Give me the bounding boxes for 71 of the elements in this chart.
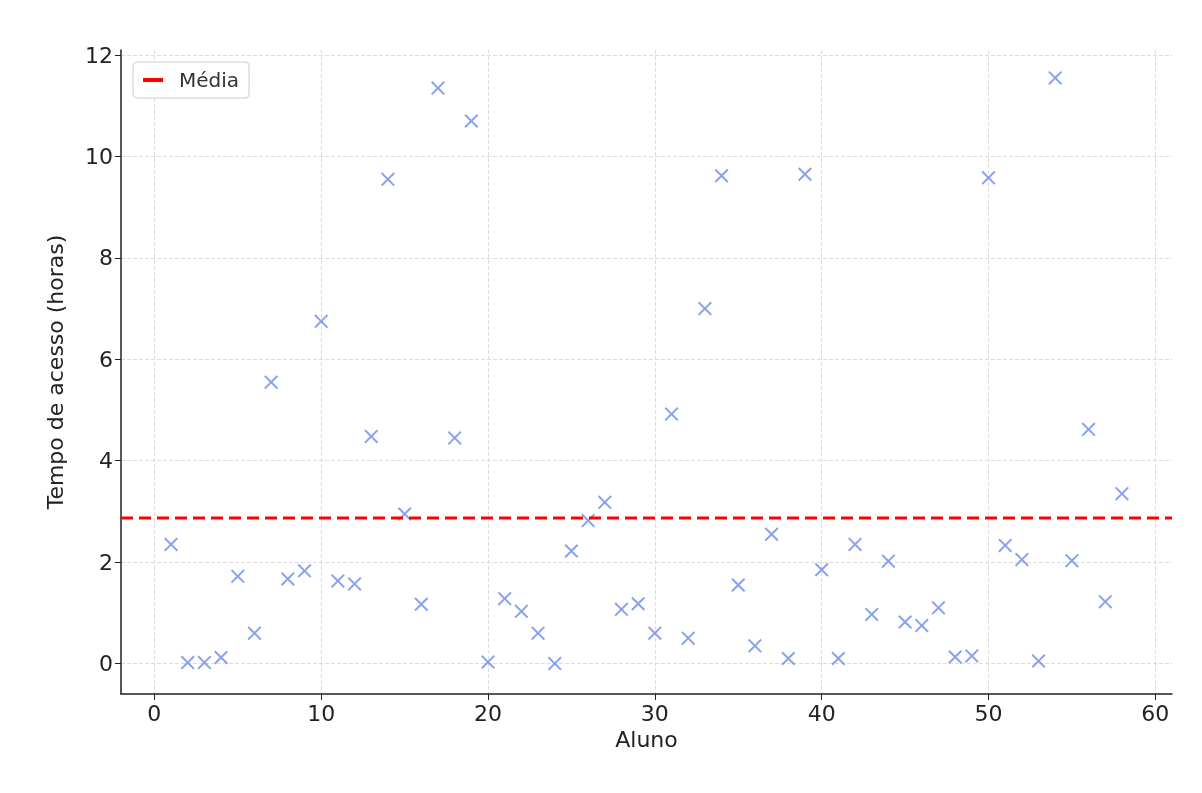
x-tick-label: 30	[640, 700, 669, 726]
x-tick-label: 20	[474, 700, 503, 726]
point	[647, 626, 662, 641]
point	[864, 607, 879, 622]
y-tick-label: 12	[85, 42, 113, 68]
point	[197, 655, 212, 670]
point	[781, 651, 796, 666]
point	[164, 537, 179, 552]
point	[597, 495, 612, 510]
point	[1014, 552, 1029, 567]
point	[898, 614, 913, 629]
point	[464, 113, 479, 128]
point	[614, 602, 629, 617]
point	[747, 638, 762, 653]
y-tick-label: 10	[85, 143, 113, 169]
point	[347, 576, 362, 591]
y-tick-label: 4	[99, 448, 113, 474]
point	[814, 562, 829, 577]
point	[714, 168, 729, 183]
point	[697, 301, 712, 316]
y-tick-label: 2	[99, 549, 113, 575]
point	[631, 596, 646, 611]
point	[981, 170, 996, 185]
point	[330, 573, 345, 588]
point	[1114, 486, 1129, 501]
x-tick-label: 60	[1141, 700, 1170, 726]
point	[297, 563, 312, 578]
point	[1064, 553, 1079, 568]
point	[831, 651, 846, 666]
point	[881, 554, 896, 569]
point	[764, 527, 779, 542]
point	[681, 631, 696, 646]
point	[230, 569, 245, 584]
legend-label: Média	[179, 68, 240, 92]
point	[180, 655, 195, 670]
y-tick-label: 8	[99, 245, 113, 271]
point	[280, 571, 295, 586]
point	[964, 648, 979, 663]
y-tick-label: 0	[99, 651, 113, 677]
point	[264, 375, 279, 390]
x-tick-label: 50	[974, 700, 1003, 726]
point	[364, 429, 379, 444]
point	[430, 81, 445, 96]
point	[731, 577, 746, 592]
point	[797, 167, 812, 182]
y-tick-label: 6	[99, 346, 113, 372]
point	[247, 626, 262, 641]
x-tick-label: 0	[147, 700, 162, 726]
point	[497, 591, 512, 606]
point	[414, 597, 429, 612]
x-axis-title: Aluno	[615, 727, 678, 753]
point	[998, 538, 1013, 553]
point	[1048, 70, 1063, 85]
point	[314, 314, 329, 329]
point	[214, 650, 229, 665]
x-tick-label: 10	[307, 700, 336, 726]
point	[931, 600, 946, 615]
point	[447, 430, 462, 445]
point	[481, 655, 496, 670]
y-axis-title: Tempo de acesso (horas)	[42, 234, 68, 511]
point	[664, 407, 679, 422]
point	[1098, 594, 1113, 609]
point	[547, 656, 562, 671]
point	[380, 172, 395, 187]
point	[914, 618, 929, 633]
point	[531, 626, 546, 641]
point	[1081, 422, 1096, 437]
point	[848, 537, 863, 552]
x-tick-label: 40	[807, 700, 836, 726]
point	[948, 649, 963, 664]
point	[514, 604, 529, 619]
